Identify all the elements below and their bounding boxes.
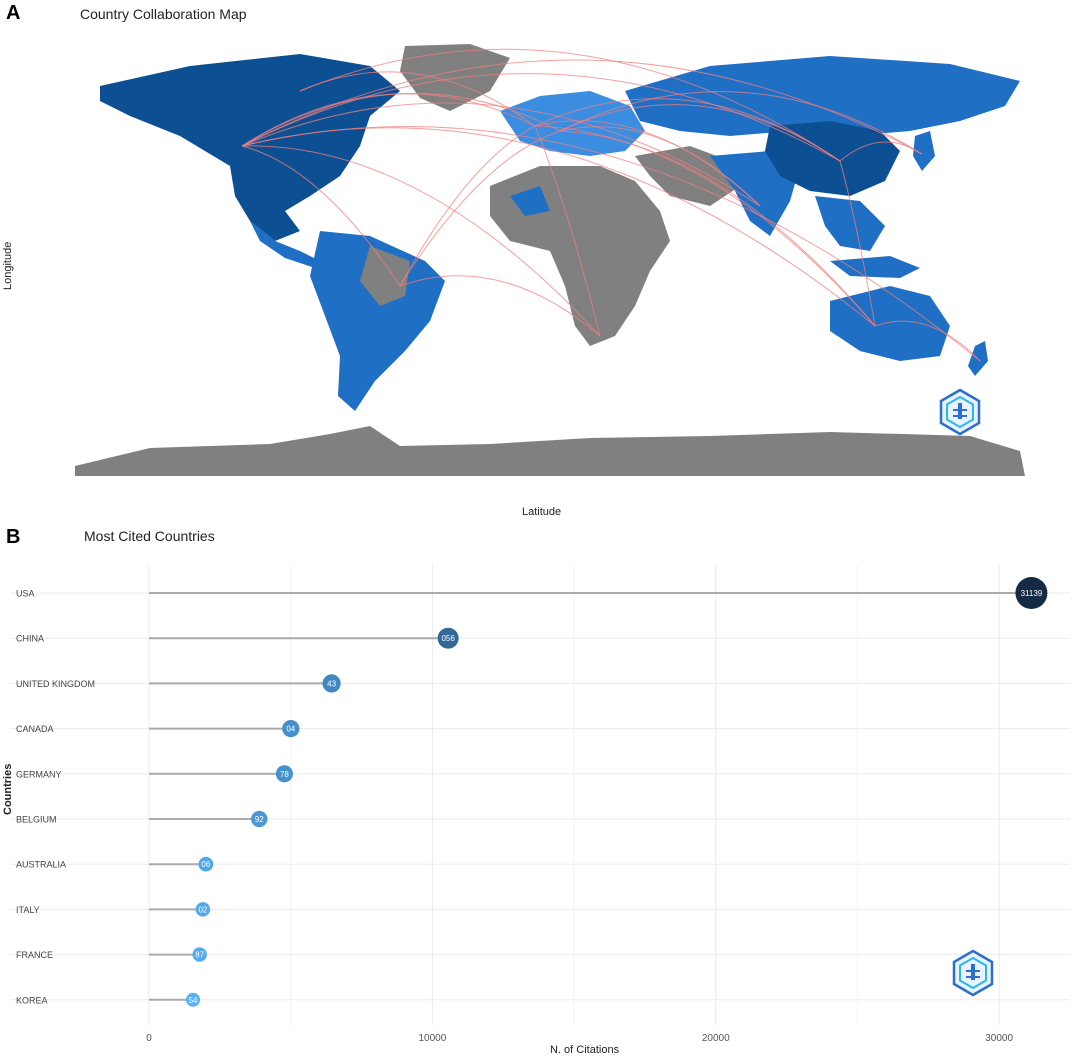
map-x-axis-title: Latitude [522, 506, 562, 518]
y-tick-label: CANADA [16, 724, 54, 734]
panel-b-letter: B [6, 526, 21, 548]
collaboration-link-17 [534, 125, 601, 337]
lollipop-point-1 [437, 627, 459, 649]
collaboration-link-10 [559, 104, 841, 162]
south-america-land [310, 231, 445, 411]
collaboration-link-14 [299, 71, 536, 127]
antarctica-land [75, 426, 1025, 476]
most-cited-countries-chart: USA CHINA UNITED KINGDOM CANADA GERMANY BELGI… [10, 565, 1070, 1044]
lollipop-y-axis-title: Countries [2, 763, 14, 815]
x-tick-label: 30000 [985, 1033, 1013, 1044]
greenland-land [400, 44, 510, 111]
data-label-5: 92 [255, 815, 264, 824]
africa-blue-west-land [510, 186, 550, 216]
indonesia-land [830, 256, 920, 278]
lollipop-point-4 [275, 765, 293, 783]
collaboration-link-12 [839, 160, 876, 327]
collaboration-link-13 [399, 125, 536, 287]
collaboration-link-9 [534, 125, 876, 327]
data-label-6: 06 [201, 860, 210, 869]
lollipop-point-5 [251, 810, 268, 828]
japan-land [913, 131, 935, 171]
data-label-7: 02 [198, 905, 207, 914]
south-america-grey-land [360, 246, 410, 306]
australia-land [830, 286, 950, 361]
collaboration-link-20 [241, 126, 981, 362]
panel-a-letter: A [6, 2, 21, 24]
lollipop-point-6 [198, 856, 214, 872]
y-tick-label: UNITED KINGDOM [16, 679, 95, 689]
x-tick-label: 0 [146, 1033, 152, 1044]
collaboration-link-24 [399, 275, 601, 337]
bibliometrix-logo-icon [939, 388, 981, 436]
collaboration-link-22 [534, 120, 761, 207]
y-tick-label: ITALY [16, 905, 40, 915]
collaboration-link-15 [299, 48, 841, 162]
lollipop-point-9 [186, 992, 201, 1007]
data-label-3: 04 [286, 725, 295, 734]
y-tick-label: USA [16, 589, 35, 599]
collaboration-link-2 [241, 73, 841, 162]
europe-land [500, 91, 645, 156]
lollipop-point-8 [192, 947, 207, 962]
southeast-asia-land [815, 196, 885, 251]
map-title: Country Collaboration Map [80, 6, 247, 22]
collaboration-map [75, 44, 1025, 476]
data-label-2: 43 [327, 679, 336, 688]
collaboration-link-6 [241, 102, 761, 207]
data-label-8: 87 [195, 951, 204, 960]
collaboration-link-21 [874, 320, 981, 362]
collaboration-link-16 [559, 130, 876, 327]
lollipop-point-3 [282, 719, 300, 738]
map-y-axis-title: Longitude [2, 241, 14, 290]
data-label-1: 056 [441, 634, 455, 643]
collaboration-link-7 [241, 145, 601, 337]
data-label-0: 31139 [1021, 589, 1043, 598]
y-tick-label: AUSTRALIA [16, 860, 66, 870]
y-tick-label: FRANCE [16, 950, 53, 960]
data-label-4: 78 [280, 770, 289, 779]
lollipop-point-2 [322, 674, 341, 693]
lollipop-point-7 [195, 902, 211, 917]
y-tick-label: BELGIUM [16, 815, 57, 825]
x-tick-label: 20000 [702, 1033, 730, 1044]
russia-land [625, 56, 1020, 136]
x-tick-label: 10000 [418, 1033, 446, 1044]
asia-south-land [710, 151, 800, 236]
collaboration-link-1 [241, 92, 561, 147]
lollipop-x-axis-title: N. of Citations [550, 1044, 620, 1056]
y-tick-label: GERMANY [16, 769, 62, 779]
y-tick-label: KOREA [16, 995, 48, 1005]
central-america-land [250, 221, 320, 268]
data-label-9: 54 [189, 996, 198, 1005]
north-america-land [100, 54, 400, 241]
lollipop-point-0 [1015, 577, 1048, 609]
bibliometrix-logo-icon [952, 949, 994, 997]
collaboration-link-4 [241, 145, 401, 287]
y-tick-label: CHINA [16, 634, 44, 644]
lollipop-title: Most Cited Countries [84, 528, 215, 544]
collaboration-link-23 [559, 91, 923, 155]
